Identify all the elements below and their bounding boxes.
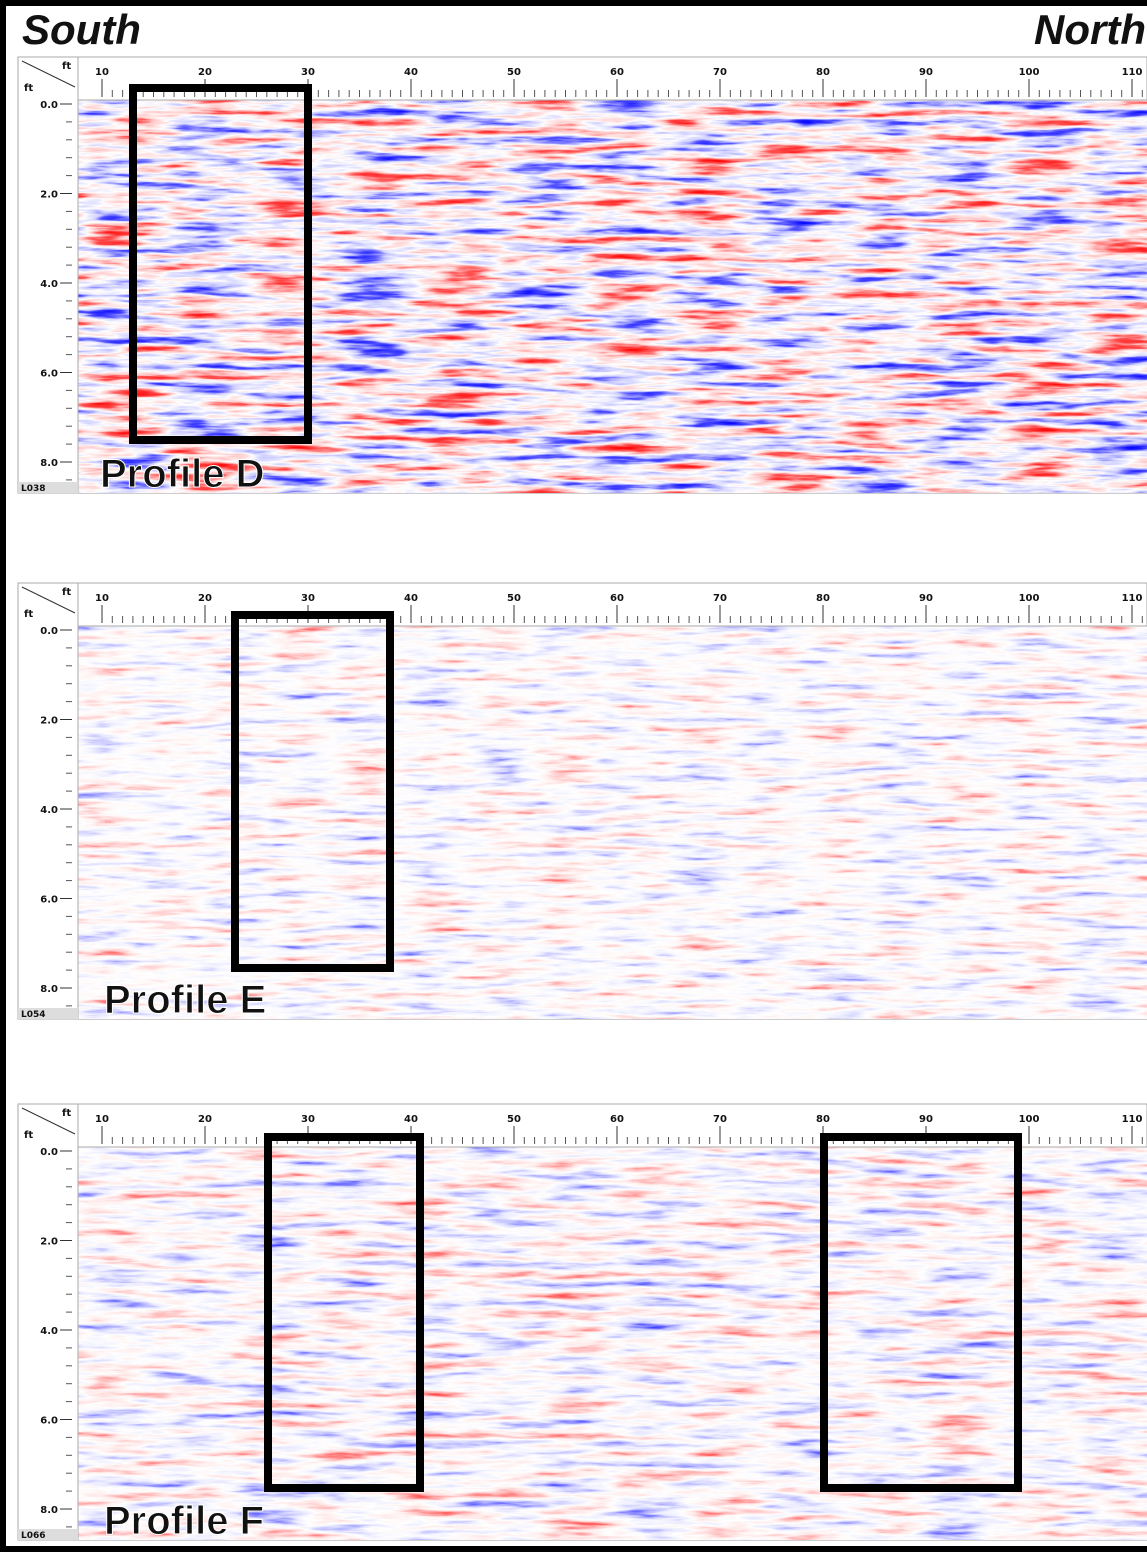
x-tick-label: 100: [1019, 67, 1040, 78]
y-unit: ft: [24, 83, 33, 94]
corner-diagonal: [21, 586, 76, 614]
depth-tick-label: 2.0: [40, 716, 58, 727]
x-tick-label: 60: [610, 593, 624, 604]
x-tick-label: 60: [610, 67, 624, 78]
depth-tick-label: 4.0: [40, 279, 58, 290]
header-left: South: [22, 6, 141, 53]
line-id-bg: [18, 1529, 78, 1540]
header-right: North: [1034, 6, 1146, 53]
x-tick-label: 50: [507, 67, 521, 78]
x-tick-label: 100: [1019, 593, 1040, 604]
ruler-left: [17, 582, 79, 1020]
highlight-box: [820, 1133, 1022, 1492]
depth-tick-label: 0.0: [40, 100, 58, 111]
depth-tick-label: 2.0: [40, 190, 58, 201]
x-tick-label: 110: [1122, 593, 1143, 604]
x-tick-label: 90: [919, 67, 933, 78]
x-tick-label: 30: [301, 593, 315, 604]
line-id: L066: [21, 1531, 46, 1541]
x-tick-label: 110: [1122, 67, 1143, 78]
x-tick-label: 10: [95, 593, 109, 604]
depth-tick-label: 4.0: [40, 805, 58, 816]
x-tick-label: 20: [198, 1114, 212, 1125]
profile-label: Profile D: [100, 452, 264, 496]
x-tick-label: 90: [919, 1114, 933, 1125]
corner-diagonal: [21, 60, 76, 88]
depth-tick-label: 4.0: [40, 1326, 58, 1337]
x-tick-label: 50: [507, 593, 521, 604]
ruler-top: [77, 56, 1147, 101]
radargram: [78, 100, 1147, 493]
depth-tick-label: 8.0: [40, 458, 58, 469]
y-unit: ft: [24, 609, 33, 620]
x-tick-label: 50: [507, 1114, 521, 1125]
depth-tick-label: 0.0: [40, 1147, 58, 1158]
x-tick-label: 70: [713, 1114, 727, 1125]
x-tick-label: 60: [610, 1114, 624, 1125]
depth-tick-label: 8.0: [40, 984, 58, 995]
radargram: [78, 1147, 1147, 1540]
corner-diagonal: [21, 1107, 76, 1135]
radargram: [78, 626, 1147, 1019]
depth-tick-label: 6.0: [40, 895, 58, 906]
x-unit: ft: [62, 1108, 71, 1119]
x-tick-label: 80: [816, 67, 830, 78]
depth-tick-label: 6.0: [40, 1416, 58, 1427]
x-tick-label: 70: [713, 67, 727, 78]
x-tick-label: 90: [919, 593, 933, 604]
x-tick-label: 30: [301, 67, 315, 78]
highlight-box: [264, 1133, 424, 1492]
depth-tick-label: 8.0: [40, 1505, 58, 1516]
x-tick-label: 80: [816, 593, 830, 604]
profile-label: Profile E: [104, 978, 266, 1022]
x-tick-label: 20: [198, 67, 212, 78]
ruler-left: [17, 1103, 79, 1541]
x-tick-label: 100: [1019, 1114, 1040, 1125]
x-tick-label: 10: [95, 67, 109, 78]
x-unit: ft: [62, 587, 71, 598]
depth-tick-label: 2.0: [40, 1237, 58, 1248]
x-tick-label: 20: [198, 593, 212, 604]
line-id: L038: [21, 484, 46, 494]
depth-tick-label: 0.0: [40, 626, 58, 637]
highlight-box: [231, 611, 394, 972]
y-unit: ft: [24, 1130, 33, 1141]
x-tick-label: 40: [404, 593, 418, 604]
x-tick-label: 70: [713, 593, 727, 604]
depth-tick-label: 6.0: [40, 369, 58, 380]
x-tick-label: 80: [816, 1114, 830, 1125]
x-tick-label: 30: [301, 1114, 315, 1125]
line-id-bg: [18, 482, 78, 493]
line-id-bg: [18, 1008, 78, 1019]
x-tick-label: 40: [404, 1114, 418, 1125]
x-tick-label: 110: [1122, 1114, 1143, 1125]
highlight-box: [129, 84, 312, 444]
x-tick-label: 40: [404, 67, 418, 78]
ruler-left: [17, 56, 79, 494]
line-id: L054: [21, 1010, 46, 1020]
profile-label: Profile F: [104, 1499, 264, 1543]
x-unit: ft: [62, 61, 71, 72]
x-tick-label: 10: [95, 1114, 109, 1125]
